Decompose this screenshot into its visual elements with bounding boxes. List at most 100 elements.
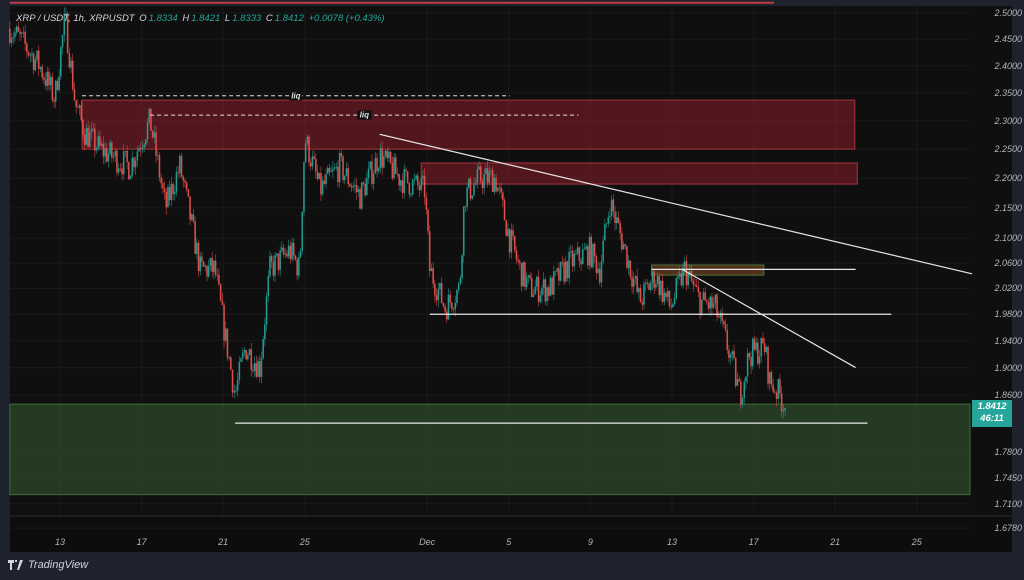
candles <box>9 6 786 419</box>
candle <box>655 279 657 292</box>
price-tick: 2.4500 <box>994 34 1022 45</box>
candle <box>779 374 781 399</box>
candle <box>167 184 169 208</box>
candle <box>231 369 234 398</box>
candle <box>486 160 489 188</box>
candle <box>745 376 747 390</box>
time-tick: 9 <box>587 537 593 547</box>
candle <box>58 68 60 92</box>
candle-body <box>277 253 280 270</box>
candle-body <box>335 166 338 168</box>
candle <box>184 177 186 188</box>
candle <box>452 306 455 315</box>
candle-body <box>383 156 385 168</box>
candle-body <box>160 177 162 184</box>
candle <box>337 160 339 188</box>
candle-body <box>197 242 200 272</box>
candle-body <box>328 167 331 173</box>
candle-body <box>330 171 332 173</box>
candle-body <box>551 277 553 295</box>
candle <box>629 260 632 280</box>
candle <box>751 337 754 370</box>
candle <box>247 352 249 361</box>
candle <box>226 328 229 362</box>
candle <box>338 150 341 188</box>
candle <box>546 286 548 306</box>
candle-body <box>241 352 244 359</box>
candle <box>264 317 266 346</box>
candle-body <box>97 136 100 149</box>
candle-body <box>182 176 185 181</box>
candle-body <box>291 242 293 260</box>
candle-body <box>624 244 627 246</box>
candle <box>301 211 304 255</box>
candle <box>214 254 217 278</box>
candle <box>685 254 688 291</box>
candle-body <box>549 277 552 296</box>
candle-body <box>483 174 485 189</box>
candle <box>496 186 499 192</box>
time-axis-background <box>10 516 1012 552</box>
candle-body <box>726 330 729 350</box>
candle <box>403 163 406 199</box>
candle-body <box>155 132 157 156</box>
candle-body <box>213 260 215 273</box>
candle-body <box>687 273 689 286</box>
tradingview-logo[interactable]: TradingView <box>8 559 88 571</box>
candle <box>158 151 161 182</box>
candle-body <box>658 275 661 296</box>
candle <box>755 336 757 353</box>
candle-body <box>612 199 615 212</box>
candle-body <box>634 276 637 279</box>
candle-body <box>179 155 181 173</box>
candle-body <box>134 160 137 168</box>
candle <box>78 103 81 116</box>
candle <box>362 180 365 187</box>
candle-body <box>675 278 678 299</box>
candle <box>604 218 606 241</box>
candle-body <box>622 244 625 250</box>
candle <box>724 318 727 333</box>
candle-body <box>284 253 287 255</box>
candle-body <box>673 298 676 305</box>
candle-body <box>281 247 283 251</box>
candle <box>624 243 627 250</box>
candle <box>525 272 528 291</box>
candle-body <box>493 177 496 193</box>
candle <box>37 45 40 77</box>
candle-body <box>257 361 259 377</box>
candle-body <box>745 376 747 382</box>
candle <box>150 108 152 131</box>
candle-body <box>449 294 451 303</box>
open-value: 1.8334 <box>148 13 178 24</box>
candle <box>740 378 742 410</box>
candle-body <box>15 26 18 33</box>
candle <box>306 134 309 146</box>
candle-body <box>782 410 785 412</box>
candle <box>260 351 263 384</box>
candle-body <box>619 223 621 234</box>
candle-body <box>279 250 281 270</box>
candle <box>376 153 378 177</box>
candle <box>782 403 785 419</box>
candle <box>746 347 749 384</box>
candle-body <box>26 43 28 52</box>
candle <box>634 274 637 285</box>
candle <box>503 197 506 221</box>
candle <box>155 125 157 164</box>
candle-body <box>442 303 445 306</box>
candle-body <box>734 358 737 386</box>
candle <box>121 162 123 181</box>
candle-body <box>683 261 686 267</box>
candle <box>257 357 259 377</box>
candle-body <box>65 13 67 15</box>
candle <box>56 77 59 92</box>
candle-body <box>128 162 130 180</box>
candle <box>22 26 25 38</box>
candle-body <box>765 346 768 352</box>
candle-body <box>77 106 79 108</box>
candle-body <box>770 372 773 385</box>
candle <box>343 175 346 185</box>
candle <box>119 163 122 172</box>
